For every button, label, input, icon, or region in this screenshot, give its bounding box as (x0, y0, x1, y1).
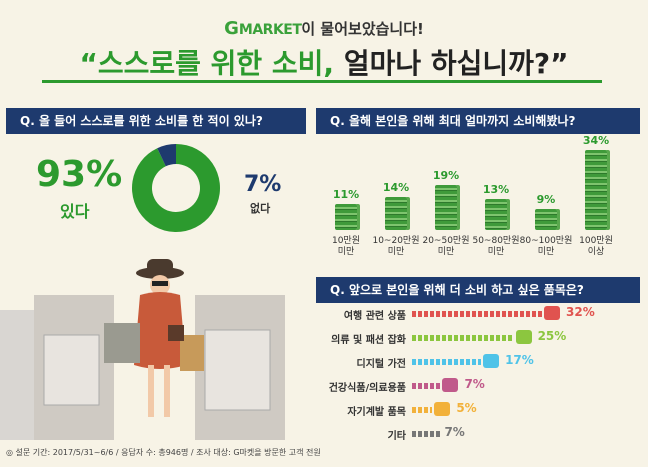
bar-category-label: 80~100만원 미만 (519, 236, 573, 257)
shirt-icon (515, 330, 532, 344)
brand-logo-g: G (224, 18, 239, 39)
q1-yes-label: 있다 (60, 202, 90, 221)
shopping-woman-illustration (0, 259, 285, 440)
subtitle-text: 이 물어보았습니다! (301, 20, 424, 38)
bar-category-label: 10~20만원 미만 (372, 236, 420, 257)
money-stack-bar (435, 185, 457, 230)
donut-slice-no (157, 144, 176, 167)
bar-category-label: 20~50만원 미만 (422, 236, 470, 257)
header: GMARKET이 물어보았습니다! “스스로를 위한 소비, 얼마나 하십니까?… (0, 0, 648, 95)
item-label: 자기계발 품목 (347, 407, 406, 418)
q3-hbar-chart: 여행 관련 상품 32% 의류 및 패션 잡화 25% 디지털 가전 17% 건강식품/의료… (316, 303, 640, 453)
page-title: “스스로를 위한 소비, 얼마나 하십니까?” (0, 42, 648, 82)
q1-yes-pct: 93% (36, 154, 123, 195)
item-bar (412, 311, 542, 317)
shop-window-right (204, 329, 271, 411)
item-bar (412, 383, 441, 389)
item-label: 의류 및 패션 잡화 (331, 335, 406, 346)
bar-value-label: 13% (482, 183, 510, 197)
q2-bar-chart: 11% 10만원 미만 14% 10~20만원 미만 19% 20~50만원 미만 13% 50~8… (316, 134, 640, 274)
item-value-label: 32% (566, 305, 595, 319)
item-value-label: 5% (456, 401, 477, 415)
money-stack-bar (535, 208, 557, 230)
donut-slice-yes (132, 144, 220, 232)
item-value-label: 7% (444, 425, 465, 439)
item-label: 여행 관련 상품 (343, 311, 406, 322)
q1-no-pct: 7% (244, 172, 282, 197)
item-value-label: 7% (464, 377, 485, 391)
bar-value-label: 11% (332, 188, 360, 202)
title-green: 스스로를 위한 소비, (97, 47, 335, 80)
pills-icon (442, 378, 459, 392)
subtitle: GMARKET이 물어보았습니다! (0, 18, 648, 39)
item-bar (412, 359, 482, 365)
handbag (168, 325, 184, 341)
item-bar (412, 431, 441, 437)
bar-category-label: 10만원 미만 (331, 236, 360, 257)
q2-question-bar: Q. 올해 본인을 위해 최대 얼마까지 소비해봤나? (316, 108, 640, 134)
hat-crown (147, 259, 173, 273)
title-underline (42, 80, 602, 83)
bar-category-label: 50~80만원 미만 (472, 236, 520, 257)
bar-value-label: 14% (382, 181, 410, 195)
money-stack-bar (385, 197, 407, 230)
title-quote-open: “ (79, 47, 98, 80)
item-label: 건강식품/의료용품 (328, 383, 406, 394)
sunglasses (152, 281, 168, 286)
item-bar (412, 407, 433, 413)
q1-question-bar: Q. 올 들어 스스로를 위한 소비를 한 적이 있나? (6, 108, 306, 134)
q3-question-bar: Q. 앞으로 본인을 위해 더 소비 하고 싶은 품목은? (316, 277, 640, 303)
q1-no-label: 없다 (250, 202, 271, 215)
survey-footnote: ◎ 설문 기간: 2017/5/31~6/6 / 응답자 수: 총946명 / … (6, 448, 321, 457)
storefront-left (0, 310, 40, 440)
title-quote-close: ” (550, 47, 569, 80)
shop-window-left (43, 334, 100, 406)
money-stack-bar (485, 199, 507, 230)
leg-left (148, 365, 154, 417)
shopping-bag-left (104, 323, 140, 363)
leg-right (164, 365, 170, 417)
airplane-icon (544, 306, 560, 320)
book-icon (434, 402, 451, 416)
camera-icon (483, 354, 500, 368)
money-stack-bar (585, 150, 607, 230)
bar-value-label: 19% (432, 169, 460, 183)
item-bar (412, 335, 514, 341)
bar-category-label: 100만원 이상 (579, 236, 613, 257)
brand-logo-text: MARKET (238, 22, 302, 38)
money-stack-bar (335, 204, 357, 230)
q1-panel: 93% 있다 7% 없다 (6, 134, 306, 244)
item-label: 기타 (387, 431, 406, 442)
item-value-label: 25% (537, 329, 567, 343)
title-dark: 얼마나 하십니까? (334, 47, 551, 80)
bar-value-label: 9% (536, 192, 556, 206)
q1-donut-chart (132, 144, 220, 232)
item-value-label: 17% (505, 353, 534, 367)
item-label: 디지털 가전 (356, 359, 406, 370)
dress (134, 292, 186, 369)
bar-value-label: 34% (582, 134, 610, 147)
